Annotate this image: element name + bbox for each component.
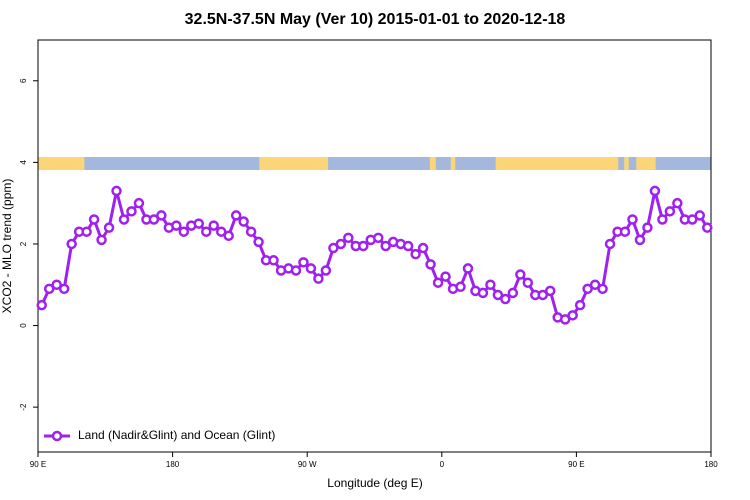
data-point <box>642 222 653 233</box>
data-point <box>410 248 421 260</box>
x-tick-label: 90 E <box>568 460 584 469</box>
data-point <box>343 232 354 244</box>
land-band <box>495 157 619 170</box>
data-point <box>58 283 70 295</box>
data-point <box>537 289 548 301</box>
data-point <box>574 299 586 311</box>
data-point <box>567 310 578 321</box>
data-point <box>687 214 698 225</box>
data-point <box>634 234 646 246</box>
data-point <box>290 265 302 276</box>
legend-label: Land (Nadir&Glint) and Ocean (Glint) <box>78 428 275 442</box>
land-band <box>55 157 64 170</box>
data-point <box>417 242 429 254</box>
data-point <box>440 271 451 282</box>
data-point <box>305 263 317 274</box>
land-band <box>429 157 436 170</box>
x-tick-label: 180 <box>166 460 180 469</box>
x-tick-label: 90 W <box>298 460 317 469</box>
legend-marker <box>51 430 63 442</box>
y-tick-label: 2 <box>19 241 28 246</box>
data-point <box>81 226 92 237</box>
data-point <box>253 236 264 248</box>
data-point <box>372 232 384 244</box>
data-point <box>544 285 556 297</box>
x-tick-label: 0 <box>440 460 445 469</box>
data-point <box>664 206 676 217</box>
data-point <box>230 210 242 221</box>
x-tick-label: 90 E <box>30 460 46 469</box>
data-point <box>589 279 601 291</box>
data-point <box>133 197 145 209</box>
data-point <box>559 314 571 325</box>
data-point <box>649 185 661 197</box>
data-point <box>215 226 227 237</box>
data-point <box>36 299 47 311</box>
land-band <box>636 157 656 170</box>
data-point <box>223 230 234 242</box>
data-point <box>111 185 122 197</box>
data-point <box>103 222 115 233</box>
data-point <box>320 265 332 276</box>
data-point <box>193 218 205 229</box>
data-point <box>485 279 496 291</box>
data-point <box>358 240 369 252</box>
data-point <box>328 242 339 254</box>
data-point <box>425 259 436 270</box>
data-point <box>657 214 668 225</box>
plot-frame <box>37 39 712 453</box>
data-point <box>156 210 167 221</box>
data-point <box>126 206 137 217</box>
x-axis-label: Longitude (deg E) <box>327 476 422 490</box>
y-tick-label: 6 <box>19 78 28 83</box>
data-point <box>245 226 257 237</box>
data-point <box>507 287 519 299</box>
data-point <box>380 240 391 252</box>
data-point <box>597 283 608 295</box>
data-point <box>582 283 593 295</box>
data-point <box>238 216 249 227</box>
x-tick-label: 180 <box>704 460 718 469</box>
data-point <box>500 293 511 305</box>
chart-title: 32.5N-37.5N May (Ver 10) 2015-01-01 to 2… <box>185 11 566 28</box>
data-point <box>455 281 466 293</box>
data-point <box>619 226 631 237</box>
y-tick-label: 0 <box>19 323 28 328</box>
data-point <box>171 220 182 231</box>
y-axis-label: XCO2 - MLO trend (ppm) <box>0 179 14 314</box>
data-point <box>702 222 713 233</box>
data-point <box>694 210 706 221</box>
data-point <box>522 277 534 288</box>
data-point <box>96 234 107 246</box>
data-point <box>335 238 347 250</box>
land-band <box>450 157 456 170</box>
data-point <box>313 273 324 284</box>
data-point <box>627 214 638 225</box>
data-point <box>178 226 190 237</box>
data-point <box>515 269 526 280</box>
data-point <box>604 238 616 250</box>
data-point <box>268 255 279 266</box>
data-point <box>402 240 414 252</box>
y-tick-label: 4 <box>19 160 28 165</box>
data-point <box>492 289 504 301</box>
data-point <box>51 279 62 291</box>
data-point <box>672 197 683 209</box>
data-point <box>298 257 309 268</box>
land-band <box>259 157 329 170</box>
y-tick-label: -2 <box>19 403 28 411</box>
data-point <box>477 287 489 299</box>
data-point <box>432 277 444 288</box>
land-band <box>624 157 629 170</box>
data-point <box>43 283 55 295</box>
data-point <box>118 214 130 225</box>
data-point <box>66 238 77 250</box>
data-point <box>208 220 219 231</box>
data-point <box>148 214 160 225</box>
data-point <box>88 214 100 225</box>
series-line <box>40 189 709 321</box>
data-point <box>462 263 474 274</box>
data-point <box>201 226 212 237</box>
